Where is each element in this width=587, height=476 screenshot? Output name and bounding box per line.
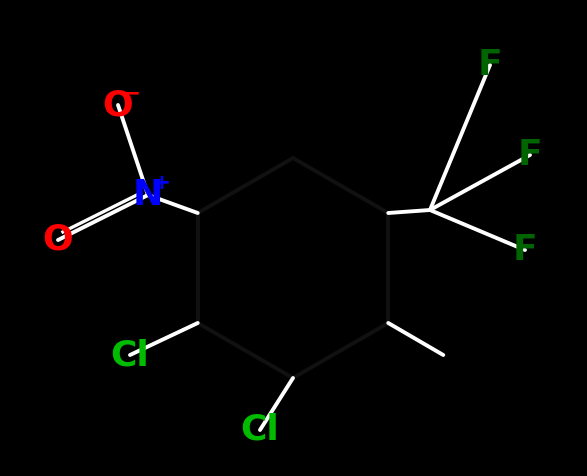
Text: O: O xyxy=(43,223,73,257)
Text: O: O xyxy=(103,88,133,122)
Text: F: F xyxy=(512,233,537,267)
Text: Cl: Cl xyxy=(110,338,149,372)
Text: +: + xyxy=(153,173,171,193)
Text: Cl: Cl xyxy=(241,413,279,447)
Text: N: N xyxy=(133,178,163,212)
Text: F: F xyxy=(518,138,542,172)
Text: F: F xyxy=(478,48,502,82)
Text: −: − xyxy=(123,83,141,103)
